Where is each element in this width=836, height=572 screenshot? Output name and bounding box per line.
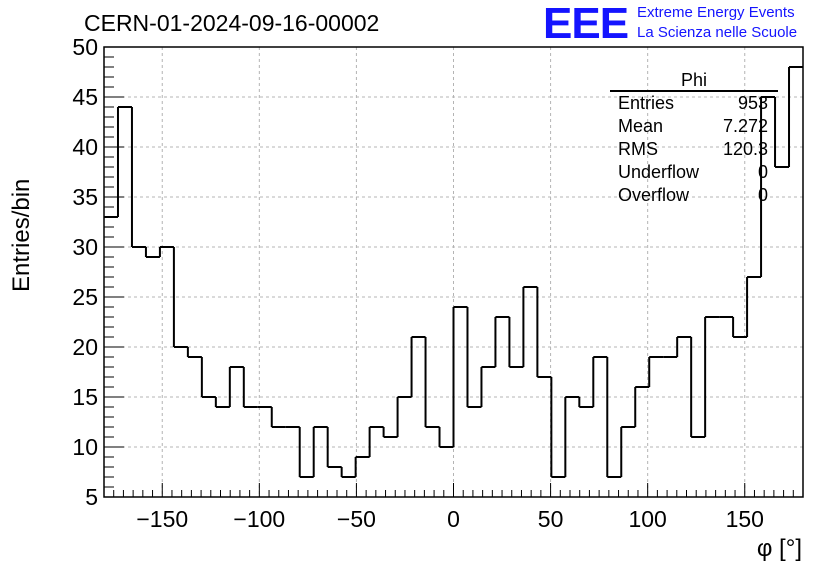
stats-row-entries: Entries 953: [610, 92, 778, 115]
stats-label: RMS: [618, 139, 658, 159]
histogram-bin: [774, 97, 790, 168]
x-tick-label: −100: [233, 506, 285, 532]
y-tick-label: 25: [72, 284, 98, 310]
axis-tick-labels: −150 −100 −50 0 50 100 150 5 10 15 20 25 30 35 40 45 50: [72, 34, 764, 532]
org-name-line1: Extreme Energy Events: [637, 4, 795, 21]
stats-label: Underflow: [618, 162, 700, 182]
histogram-bin: [228, 366, 244, 407]
y-tick-label: 20: [72, 334, 98, 360]
histogram-bin: [200, 357, 216, 398]
histogram-bin: [354, 456, 370, 477]
stats-value: 120.3: [722, 139, 768, 159]
histogram-bin: [494, 316, 510, 367]
x-tick-label: 150: [726, 506, 764, 532]
histogram-bin: [158, 246, 174, 257]
histogram-bin: [466, 307, 482, 408]
stats-label: Mean: [618, 116, 664, 136]
histogram-bin: [270, 407, 286, 428]
org-name-line2: La Scienza nelle Scuole: [637, 24, 798, 41]
y-tick-label: 15: [72, 384, 98, 410]
stats-label: Overflow: [618, 185, 690, 205]
histogram-bin: [634, 386, 650, 427]
histogram-bin: [214, 397, 230, 408]
histogram-bin: [592, 356, 608, 407]
eee-logo: EEE: [543, 0, 629, 48]
histogram-bin: [732, 317, 748, 338]
histogram-bin: [676, 336, 692, 357]
x-axis-label: φ [°]: [756, 535, 802, 562]
stats-row-underflow: Underflow 0: [610, 161, 778, 184]
histogram-bin: [424, 337, 440, 428]
histogram-bin: [438, 427, 454, 448]
histogram-bin: [606, 357, 622, 478]
y-tick-label: 10: [72, 434, 98, 460]
stats-label: Entries: [618, 93, 675, 113]
stats-row-rms: RMS 120.3: [610, 138, 778, 161]
histogram-bin: [522, 286, 538, 367]
y-tick-label: 30: [72, 234, 98, 260]
histogram-bin: [704, 316, 720, 437]
histogram-bin: [410, 336, 426, 397]
y-tick-label: 50: [72, 34, 98, 60]
histogram-bin: [746, 276, 762, 337]
histogram-bin: [144, 247, 160, 258]
histogram-bin: [452, 306, 468, 447]
histogram-bin: [172, 247, 188, 348]
histogram-bin: [760, 96, 776, 277]
histogram-bin: [116, 106, 132, 217]
stats-title: Phi: [610, 70, 778, 92]
y-tick-label: 40: [72, 134, 98, 160]
histogram-bin: [312, 426, 328, 477]
x-tick-label: 100: [628, 506, 666, 532]
histogram-bin: [564, 396, 580, 477]
histogram-bin: [396, 396, 412, 437]
stats-row-mean: Mean 7.272: [610, 115, 778, 138]
histogram-bars: [104, 66, 803, 478]
x-tick-label: −150: [136, 506, 188, 532]
x-tick-label: 0: [447, 506, 460, 532]
chart-title: CERN-01-2024-09-16-00002: [84, 10, 380, 36]
histogram-bin: [578, 397, 594, 408]
stats-value: 0: [757, 185, 768, 205]
grid-lines: [104, 47, 803, 497]
histogram-bin: [242, 367, 258, 408]
histogram-bin: [508, 317, 524, 368]
histogram-bin: [130, 107, 146, 248]
histogram-bin: [382, 427, 398, 438]
histogram-bin: [186, 347, 202, 358]
histogram-bin: [326, 427, 342, 468]
y-tick-label: 35: [72, 184, 98, 210]
histogram-bin: [690, 337, 706, 438]
histogram-bin: [340, 467, 356, 478]
histogram-bin: [480, 366, 496, 407]
histogram-bin: [536, 287, 552, 378]
x-tick-label: −50: [337, 506, 376, 532]
axis-ticks: [104, 46, 794, 498]
histogram-bin: [620, 426, 636, 477]
histogram-bin: [648, 356, 664, 387]
histogram-bin: [788, 66, 803, 167]
stats-row-overflow: Overflow 0: [610, 184, 778, 207]
y-axis-label: Entries/bin: [8, 178, 35, 292]
y-tick-label: 5: [85, 484, 98, 510]
x-tick-label: 50: [538, 506, 564, 532]
stats-value: 953: [737, 93, 768, 113]
stats-box: Phi Entries 953 Mean 7.272 RMS 120.3 Und…: [610, 70, 778, 207]
histogram-bin: [550, 377, 566, 478]
y-tick-label: 45: [72, 84, 98, 110]
histogram-bin: [368, 426, 384, 457]
stats-value: 0: [757, 162, 768, 182]
histogram-bin: [298, 427, 314, 478]
stats-value: 7.272: [722, 116, 768, 136]
